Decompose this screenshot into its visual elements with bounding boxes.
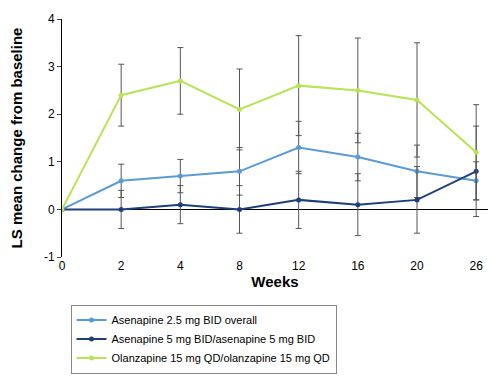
svg-text:20: 20 — [410, 259, 424, 273]
svg-text:26: 26 — [469, 259, 483, 273]
svg-text:0: 0 — [48, 203, 55, 217]
svg-text:4: 4 — [177, 259, 184, 273]
svg-text:-1: -1 — [44, 250, 55, 264]
svg-text:2: 2 — [48, 107, 55, 121]
svg-text:8: 8 — [236, 259, 243, 273]
svg-text:12: 12 — [292, 259, 306, 273]
svg-text:Weeks: Weeks — [251, 273, 298, 290]
svg-text:LS mean change from baseline: LS mean change from baseline — [8, 28, 25, 249]
svg-text:1: 1 — [48, 155, 55, 169]
svg-text:Olanzapine 15 mg QD/olanzapine: Olanzapine 15 mg QD/olanzapine 15 mg QD — [112, 352, 330, 364]
svg-text:Asenapine 2.5 mg BID overall: Asenapine 2.5 mg BID overall — [112, 314, 258, 326]
svg-text:16: 16 — [351, 259, 365, 273]
svg-text:4: 4 — [48, 12, 55, 26]
svg-text:3: 3 — [48, 60, 55, 74]
svg-text:0: 0 — [59, 259, 66, 273]
svg-text:2: 2 — [118, 259, 125, 273]
svg-text:Asenapine 5 mg BID/asenapine 5: Asenapine 5 mg BID/asenapine 5 mg BID — [112, 333, 316, 345]
